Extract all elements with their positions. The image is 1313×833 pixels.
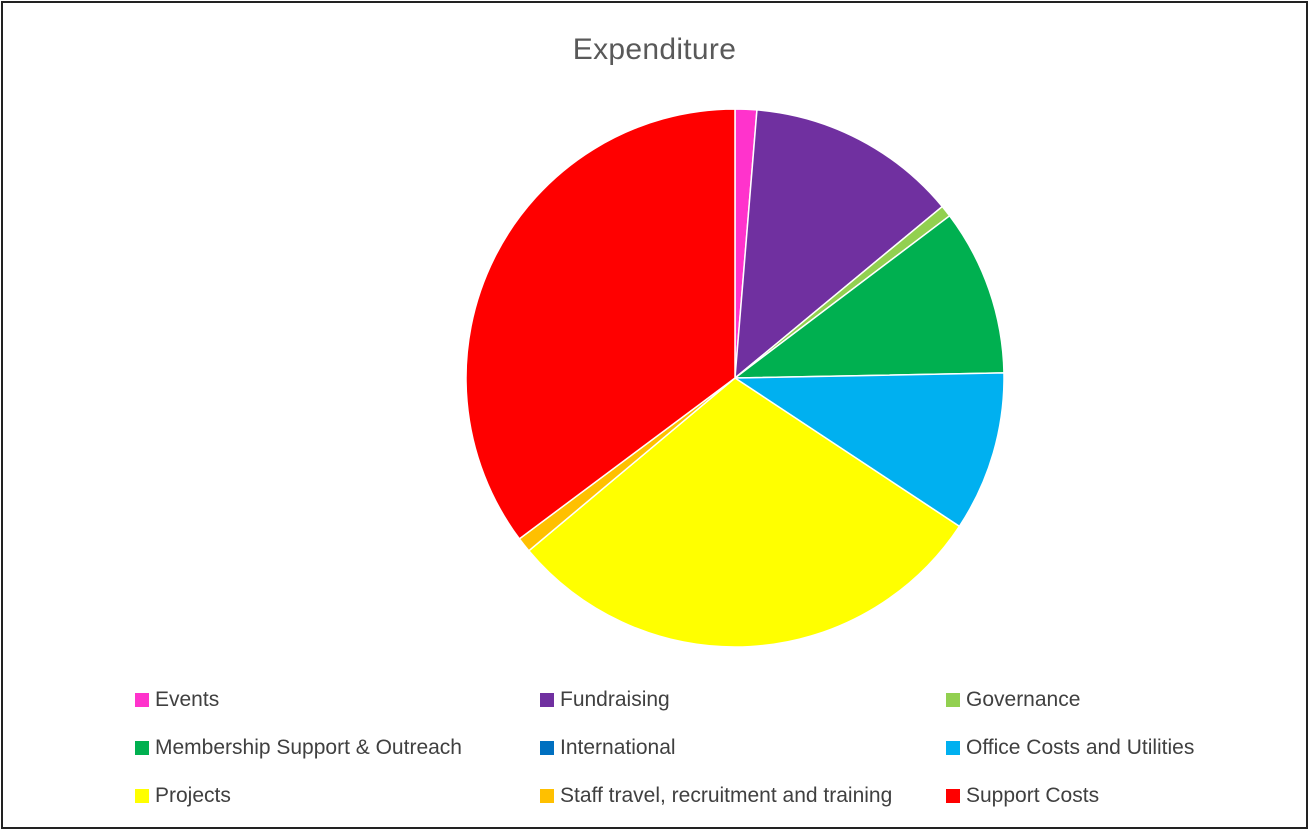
legend-item-projects: Projects: [135, 783, 231, 809]
legend-swatch: [540, 789, 554, 803]
legend-swatch: [540, 693, 554, 707]
legend-item-fundraising: Fundraising: [540, 687, 670, 713]
legend-label: Governance: [966, 688, 1081, 711]
legend-item-office-costs-and-utilities: Office Costs and Utilities: [946, 735, 1194, 761]
legend-label: Fundraising: [560, 688, 670, 711]
pie-slice-membership-support-outreach: [732, 214, 1005, 379]
legend-label: Support Costs: [966, 784, 1100, 807]
legend-label: International: [560, 736, 676, 759]
pie-slice-projects: [527, 377, 961, 648]
legend-label: Office Costs and Utilities: [966, 736, 1195, 759]
legend-label: Projects: [155, 784, 231, 807]
legend-swatch: [135, 789, 149, 803]
pie-slice-office-costs-and-utilities: [732, 372, 1005, 528]
legend-item-international: International: [540, 735, 676, 761]
legend-item-support-costs: Support Costs: [946, 783, 1099, 809]
legend-swatch: [540, 741, 554, 755]
legend-swatch: [946, 789, 960, 803]
legend-label: Events: [155, 688, 220, 711]
legend-item-events: Events: [135, 687, 219, 713]
legend-item-staff-travel-recruitment-and-training: Staff travel, recruitment and training: [540, 783, 892, 809]
chart-title: Expenditure: [572, 33, 737, 66]
legend-item-membership-support-outreach: Membership Support & Outreach: [135, 735, 462, 761]
legend-item-governance: Governance: [946, 687, 1080, 713]
legend-swatch: [135, 741, 149, 755]
pie-slice-fundraising: [734, 109, 944, 380]
legend-label: Staff travel, recruitment and training: [560, 784, 893, 807]
legend-swatch: [946, 693, 960, 707]
legend-swatch: [135, 693, 149, 707]
pie-slice-support-costs: [465, 108, 736, 540]
legend-swatch: [946, 741, 960, 755]
legend-label: Membership Support & Outreach: [155, 736, 462, 759]
